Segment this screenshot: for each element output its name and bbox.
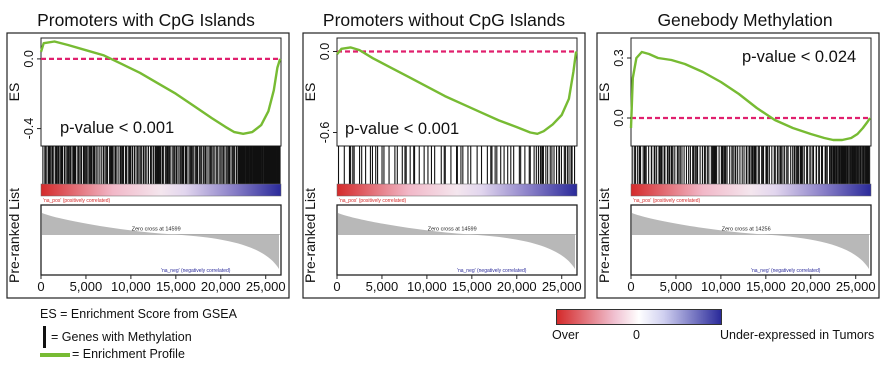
x-tick-label: 20,000 — [791, 279, 831, 294]
x-tick-label: 15,000 — [746, 279, 786, 294]
x-tick-label: 0 — [37, 279, 44, 294]
pos-label: 'na_pos' (positively correlated) — [339, 198, 407, 204]
y-tick-label: 0.0 — [22, 50, 36, 67]
x-tick-label: 25,000 — [836, 279, 876, 294]
zero-cross-text: Zero cross at 14256 — [722, 226, 771, 232]
enrichment-profile-line — [336, 46, 578, 136]
zero-cross-text: Zero cross at 14599 — [428, 226, 477, 232]
enrichment-profile-line — [39, 40, 282, 136]
y-tick-label: 0.0 — [318, 43, 332, 60]
legend-es: ES = Enrichment Score from GSEA — [40, 307, 237, 321]
panel-title: Genebody Methylation — [657, 10, 832, 30]
x-tick-label: 5,000 — [660, 279, 693, 294]
ranked-list-frame — [630, 204, 872, 276]
colorbar — [556, 309, 722, 325]
panel-1: Promoters with CpG Islands 0.0 -0.4 ES p-val… — [6, 10, 290, 299]
panel-frame — [6, 32, 290, 299]
ranked-axis-label: Pre-ranked List — [6, 188, 22, 283]
y-tick-label: 0.0 — [612, 109, 626, 126]
x-tick-label: 5,000 — [70, 279, 103, 294]
legend-gene-tick — [43, 326, 46, 348]
figure: Promoters with CpG Islands 0.0 -0.4 ES p-val… — [6, 10, 880, 299]
x-tick-label: 5,000 — [366, 279, 399, 294]
x-tick-label: 10,000 — [407, 279, 447, 294]
legend-genes: = Genes with Methylation — [51, 330, 192, 344]
x-tick-label: 20,000 — [201, 279, 241, 294]
es-axis-label: ES — [6, 83, 22, 102]
ranking-color-bar — [336, 183, 578, 197]
gene-hit-ticks — [631, 146, 871, 184]
panel-frame — [302, 32, 586, 299]
panel-title: Promoters with CpG Islands — [37, 10, 255, 30]
x-tick-label: 10,000 — [111, 279, 151, 294]
x-tick-label: 0 — [627, 279, 634, 294]
ranked-metric-area — [338, 213, 575, 269]
ranked-metric-area — [42, 213, 279, 269]
x-tick-label: 15,000 — [156, 279, 196, 294]
x-tick-label: 20,000 — [497, 279, 537, 294]
es-axis-label: ES — [302, 83, 318, 102]
x-tick-label: 10,000 — [701, 279, 741, 294]
y-tick-label: 0.3 — [612, 49, 626, 66]
neg-label: 'na_neg' (negatively correlated) — [161, 268, 231, 274]
y-tick-label: -0.6 — [318, 122, 332, 144]
pos-label: 'na_pos' (positively correlated) — [43, 198, 111, 204]
pos-label: 'na_pos' (positively correlated) — [633, 198, 701, 204]
ranked-axis-label: Pre-ranked List — [596, 188, 612, 283]
gene-hit-ticks — [42, 146, 281, 184]
legend-profile: = Enrichment Profile — [72, 347, 185, 361]
pvalue-text: p-value < 0.001 — [345, 120, 459, 138]
ranked-list-frame — [336, 204, 578, 276]
pvalue-text: p-value < 0.001 — [60, 119, 174, 137]
panel-title: Promoters without CpG Islands — [323, 10, 565, 30]
x-tick-label: 0 — [333, 279, 340, 294]
x-tick-label: 25,000 — [246, 279, 286, 294]
ranked-axis-label: Pre-ranked List — [302, 188, 318, 283]
ranked-list-frame — [40, 204, 282, 276]
ranked-metric-area — [632, 213, 869, 269]
pvalue-text: p-value < 0.024 — [742, 48, 856, 66]
gene-hit-ticks — [337, 146, 576, 184]
colorbar-mid-label: 0 — [633, 328, 640, 342]
x-tick-label: 25,000 — [542, 279, 582, 294]
legend-profile-line — [40, 353, 70, 357]
zero-cross-text: Zero cross at 14599 — [132, 226, 181, 232]
y-tick-label: -0.4 — [22, 118, 36, 140]
neg-label: 'na_neg' (negatively correlated) — [457, 268, 527, 274]
x-tick-label: 15,000 — [452, 279, 492, 294]
colorbar-left-label: Over — [552, 328, 580, 342]
ranking-color-bar — [630, 183, 872, 197]
es-axis-label: ES — [596, 83, 612, 102]
enrichment-profile-line — [629, 50, 872, 142]
ranking-color-bar — [40, 183, 282, 197]
neg-label: 'na_neg' (negatively correlated) — [751, 268, 821, 274]
panel-2: Promoters without CpG Islands 0.0 -0.6 ES p-… — [302, 10, 586, 299]
panel-3: Genebody Methylation 0.3 0.0ES p-value < 0.… — [596, 10, 880, 299]
panel-frame — [596, 32, 880, 299]
colorbar-right-label: Under-expressed in Tumors — [720, 328, 875, 342]
